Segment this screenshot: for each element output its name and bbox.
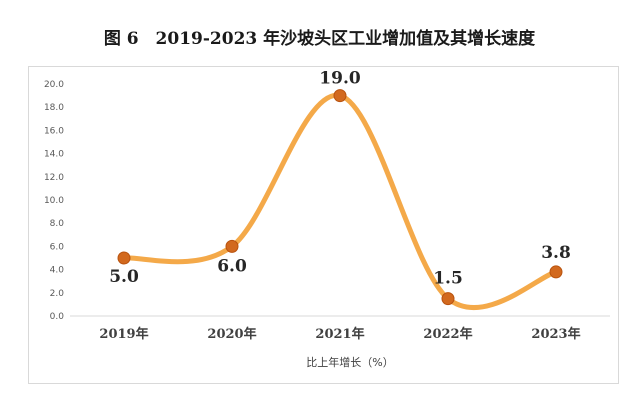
- series-line: [121, 93, 559, 310]
- y-tick-label: 10.0: [44, 196, 64, 206]
- data-label-group: 5.0 6.0 19.0 1.5 3.8: [109, 69, 571, 289]
- chart-frame: [28, 66, 619, 384]
- chart-title: 图 6 2019-2023 年沙坡头区工业增加值及其增长速度: [103, 29, 536, 49]
- y-tick-label: 8.0: [50, 219, 65, 229]
- y-axis: 0.0 2.0 4.0 6.0 8.0 10.0 12.0 14.0 16.0 18.0 20.0: [44, 80, 64, 322]
- x-tick-label: 2023年: [531, 326, 580, 342]
- data-point: [117, 251, 131, 265]
- y-tick-label: 14.0: [44, 150, 64, 160]
- data-point: [441, 292, 455, 306]
- x-tick-label: 2021年: [315, 326, 364, 342]
- y-tick-label: 16.0: [44, 126, 64, 136]
- data-label: 1.5: [433, 269, 463, 289]
- x-axis-title: 比上年增长（%）: [306, 355, 393, 369]
- y-tick-label: 0.0: [50, 312, 65, 322]
- data-label: 5.0: [109, 267, 139, 287]
- y-tick-label: 18.0: [44, 103, 64, 113]
- series-group: [117, 89, 563, 310]
- y-tick-label: 4.0: [50, 266, 65, 276]
- y-tick-label: 12.0: [44, 173, 64, 183]
- data-point: [225, 239, 239, 253]
- data-point: [549, 265, 563, 279]
- x-tick-label: 2019年: [99, 326, 148, 342]
- y-tick-label: 6.0: [50, 242, 65, 252]
- x-axis: 2019年 2020年 2021年 2022年 2023年: [70, 315, 610, 342]
- data-label: 3.8: [541, 243, 571, 263]
- data-label: 6.0: [217, 256, 247, 276]
- y-tick-label: 20.0: [44, 80, 64, 90]
- x-tick-label: 2020年: [207, 326, 256, 342]
- y-tick-label: 2.0: [50, 289, 65, 299]
- x-tick-label: 2022年: [423, 326, 472, 342]
- data-point: [333, 89, 347, 103]
- data-label: 19.0: [319, 69, 361, 89]
